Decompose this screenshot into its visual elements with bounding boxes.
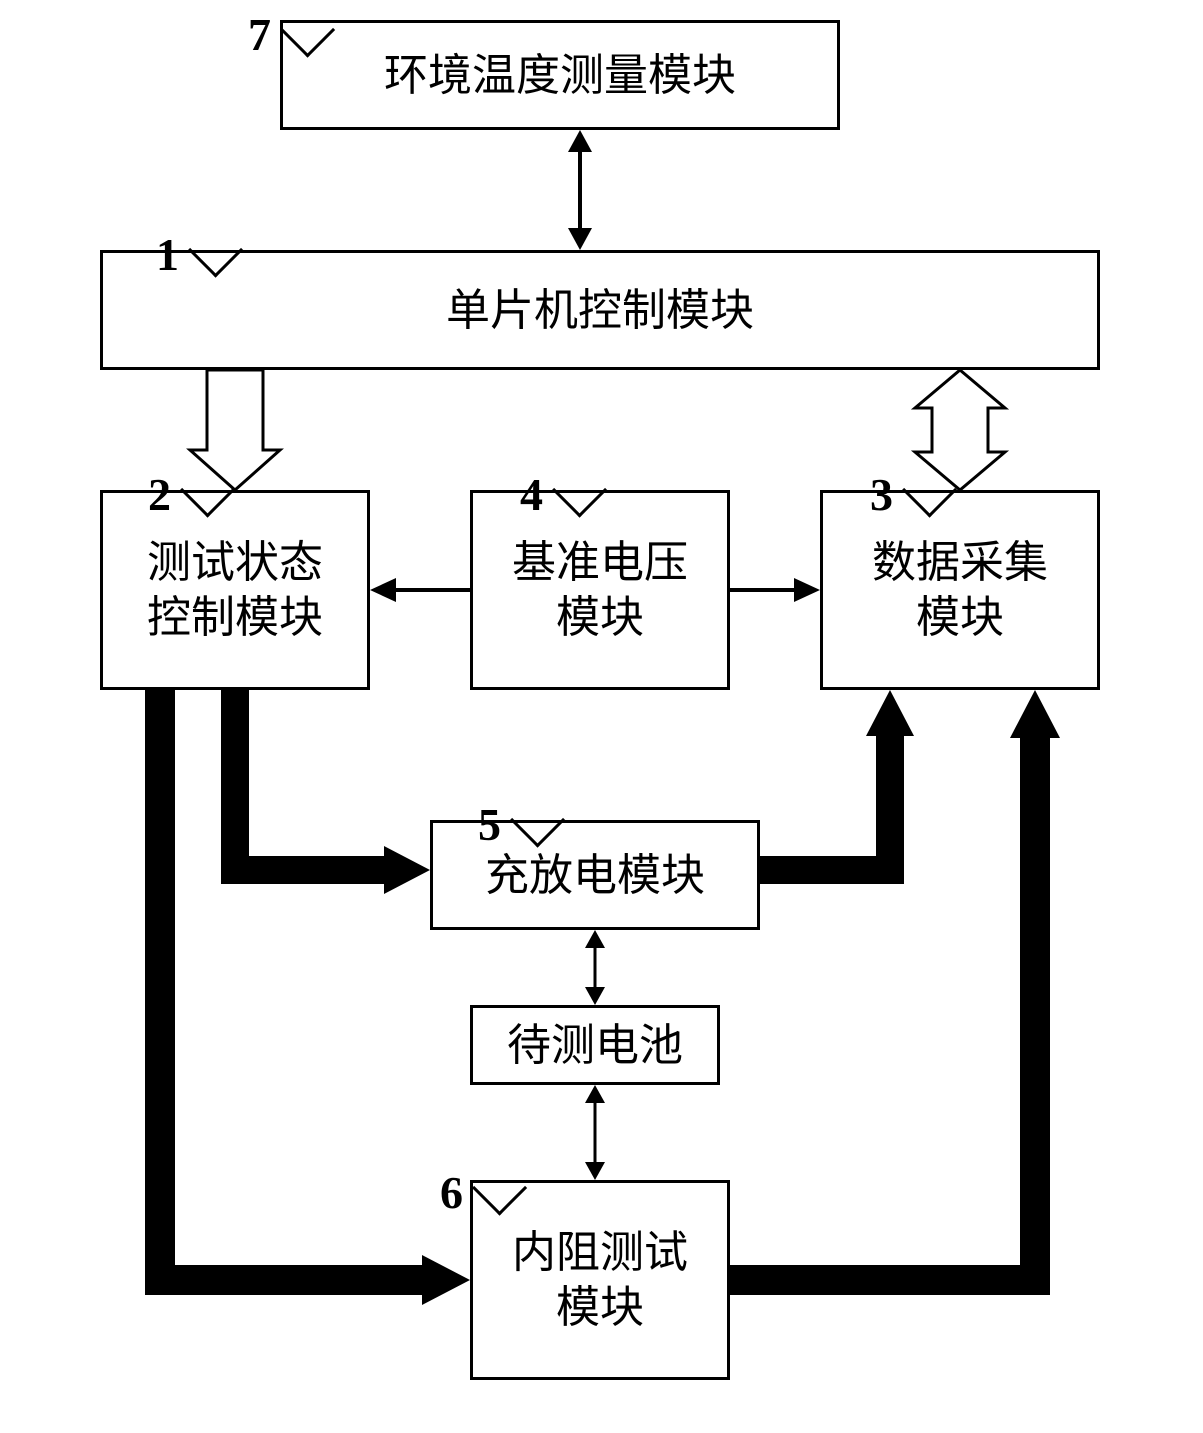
- node-label: 环境温度测量模块: [384, 48, 736, 103]
- node-env-temp: 环境温度测量模块: [280, 20, 840, 130]
- node-label: 基准电压 模块: [512, 535, 688, 645]
- num-label-1: 1: [156, 228, 179, 281]
- node-test-state-control: 测试状态 控制模块: [100, 490, 370, 690]
- arrow-n5-battery: [585, 930, 605, 1005]
- num-label-7: 7: [248, 8, 271, 61]
- node-label: 待测电池: [507, 1018, 683, 1073]
- node-label: 单片机控制模块: [446, 283, 754, 338]
- node-label: 数据采集 模块: [872, 535, 1048, 645]
- node-internal-resistance-test: 内阻测试 模块: [470, 1180, 730, 1380]
- arrow-n7-n1: [568, 130, 592, 250]
- num-label-5: 5: [478, 798, 501, 851]
- node-battery-under-test: 待测电池: [470, 1005, 720, 1085]
- num-label-3: 3: [870, 468, 893, 521]
- node-label: 内阻测试 模块: [512, 1225, 688, 1335]
- node-mcu-control: 单片机控制模块: [100, 250, 1100, 370]
- arrow-n5-n3-thick: [760, 690, 914, 870]
- num-label-4: 4: [520, 468, 543, 521]
- diagram-canvas: 环境温度测量模块 单片机控制模块 测试状态 控制模块 基准电压 模块 数据采集 …: [0, 0, 1203, 1433]
- arrow-n4-n3: [730, 578, 820, 602]
- node-ref-voltage: 基准电压 模块: [470, 490, 730, 690]
- node-label: 充放电模块: [485, 848, 705, 903]
- node-data-acquisition: 数据采集 模块: [820, 490, 1100, 690]
- arrow-n4-n2: [370, 578, 470, 602]
- arrow-n2-n6-thick: [160, 690, 470, 1305]
- node-label: 测试状态 控制模块: [147, 535, 323, 645]
- arrow-battery-n6: [585, 1085, 605, 1180]
- arrow-n6-n3-thick: [730, 690, 1060, 1280]
- num-label-2: 2: [148, 468, 171, 521]
- num-label-6: 6: [440, 1166, 463, 1219]
- arrow-n2-n5-thick: [235, 690, 430, 894]
